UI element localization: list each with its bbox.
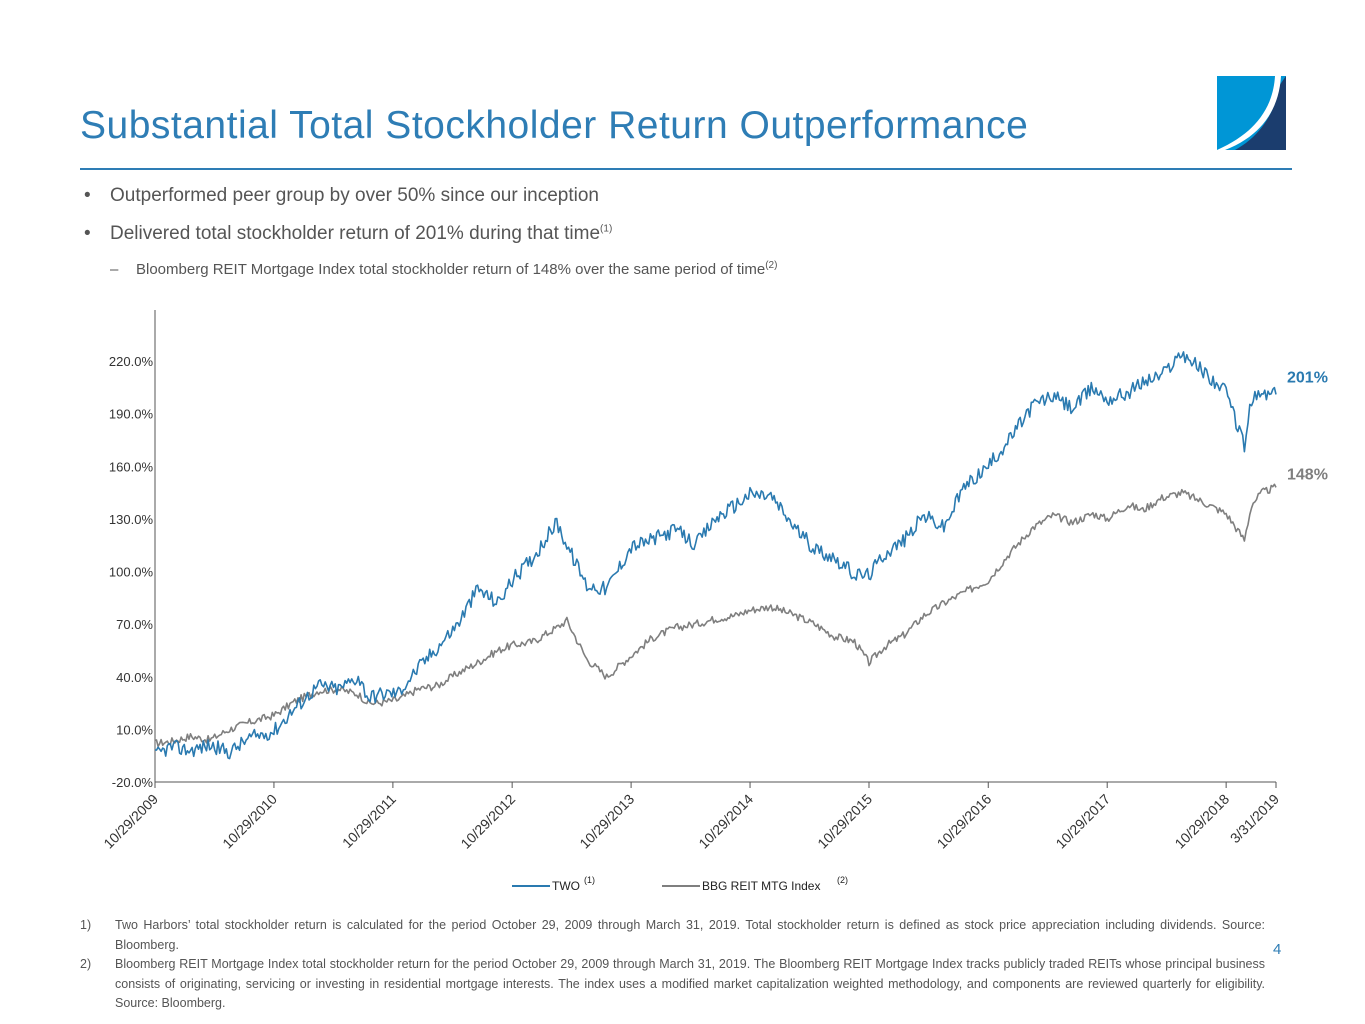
- footnote-item: 2) Bloomberg REIT Mortgage Index total s…: [80, 955, 1265, 1014]
- sub-bullet-footnote-ref: (2): [765, 260, 778, 271]
- x-tick-label: 10/29/2011: [339, 791, 399, 851]
- page-title: Substantial Total Stockholder Return Out…: [80, 104, 1029, 147]
- legend-footnote-ref: (1): [584, 875, 595, 885]
- logo-dark-swoosh: [1235, 76, 1286, 150]
- footnote-text: Two Harbors’ total stockholder return is…: [115, 918, 1265, 952]
- x-tick-label: 10/29/2014: [695, 791, 756, 852]
- sub-bullet-item: – Bloomberg REIT Mortgage Index total sto…: [84, 259, 777, 281]
- title-divider: [80, 168, 1292, 170]
- footnote-number: 2): [80, 957, 92, 971]
- legend-footnote-ref: (2): [837, 875, 848, 885]
- logo-white-swoosh: [1217, 76, 1281, 150]
- x-tick-label: 10/29/2015: [814, 791, 875, 852]
- bullet-text: Delivered total stockholder return of 20…: [110, 223, 601, 244]
- x-tick-label: 10/29/2009: [100, 791, 161, 852]
- page-number: 4: [1273, 941, 1282, 958]
- x-tick-label: 10/29/2017: [1052, 791, 1113, 852]
- legend-label: TWO: [552, 879, 580, 893]
- x-tick-label: 10/29/2016: [934, 791, 995, 852]
- sub-bullet-text: Bloomberg REIT Mortgage Index total stoc…: [136, 261, 766, 278]
- x-tick-label: 10/29/2010: [219, 791, 280, 852]
- series-line-two: [154, 351, 1277, 760]
- y-tick-label: 70.0%: [116, 617, 153, 632]
- bullet-item: • Outperformed peer group by over 50% sin…: [84, 183, 777, 221]
- series-end-label: 201%: [1287, 369, 1328, 386]
- bullet-list: • Outperformed peer group by over 50% sin…: [84, 183, 777, 281]
- y-tick-label: 130.0%: [109, 512, 154, 527]
- bullet-item: • Delivered total stockholder return of 2…: [84, 221, 777, 259]
- x-tick-label: 10/29/2012: [457, 791, 518, 852]
- footnote-number: 1): [80, 918, 92, 932]
- footnote-text: Bloomberg REIT Mortgage Index total stoc…: [115, 957, 1265, 1010]
- y-tick-label: -20.0%: [112, 775, 154, 790]
- y-tick-label: 40.0%: [116, 670, 153, 685]
- tsr-line-chart: -20.0% 10.0% 40.0% 70.0% 100.0% 130.0% 160.0% 1…: [100, 310, 1328, 893]
- series-end-label: 148%: [1287, 466, 1328, 483]
- series-line-bbg-reit-mtg-index: [154, 483, 1277, 748]
- x-tick-label: 3/31/2019: [1227, 791, 1283, 847]
- y-tick-label: 10.0%: [116, 722, 153, 737]
- bullet-text: Outperformed peer group by over 50% sinc…: [110, 185, 599, 206]
- y-tick-label: 100.0%: [109, 565, 154, 580]
- footnotes: 1) Two Harbors’ total stockholder return…: [80, 916, 1265, 1014]
- footnote-item: 1) Two Harbors’ total stockholder return…: [80, 916, 1265, 955]
- x-tick-label: 10/29/2013: [576, 791, 637, 852]
- bullet-marker: •: [84, 185, 91, 206]
- bullet-marker: •: [84, 223, 91, 244]
- bullet-footnote-ref: (1): [600, 223, 613, 235]
- legend-label: BBG REIT MTG Index: [702, 879, 820, 893]
- y-tick-label: 220.0%: [109, 354, 154, 369]
- sub-bullet-marker: –: [110, 261, 119, 278]
- company-logo: [1217, 76, 1286, 150]
- x-tick-label: 10/29/2018: [1171, 791, 1232, 852]
- y-tick-label: 160.0%: [109, 459, 154, 474]
- y-tick-label: 190.0%: [109, 407, 154, 422]
